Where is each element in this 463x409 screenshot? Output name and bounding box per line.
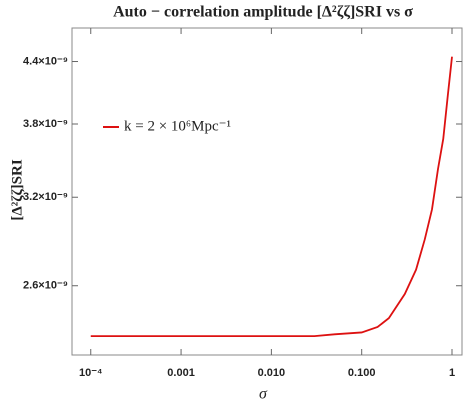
y-tick-label: 3.2×10⁻⁹ [23, 191, 68, 203]
x-tick-label: 0.010 [258, 367, 286, 379]
y-tick-label: 2.6×10⁻⁹ [23, 280, 68, 292]
x-tick-label: 10⁻⁴ [79, 367, 102, 379]
y-tick-label: 4.4×10⁻⁹ [23, 55, 68, 67]
y-tick-label: 3.8×10⁻⁹ [23, 118, 68, 130]
x-tick-label: 1 [449, 367, 455, 379]
legend-label: k = 2 × 10⁶Mpc⁻¹ [124, 118, 231, 134]
plot-frame [71, 27, 463, 356]
x-tick-label: 0.001 [167, 367, 195, 379]
x-tick-label: 0.100 [348, 367, 376, 379]
chart-title: Auto − correlation amplitude [Δ²ζζ]SRI v… [113, 4, 413, 21]
line-series [90, 56, 453, 338]
y-axis-label: [Δ²ζζ]SRI [9, 159, 25, 220]
x-axis-label: σ [259, 386, 268, 403]
